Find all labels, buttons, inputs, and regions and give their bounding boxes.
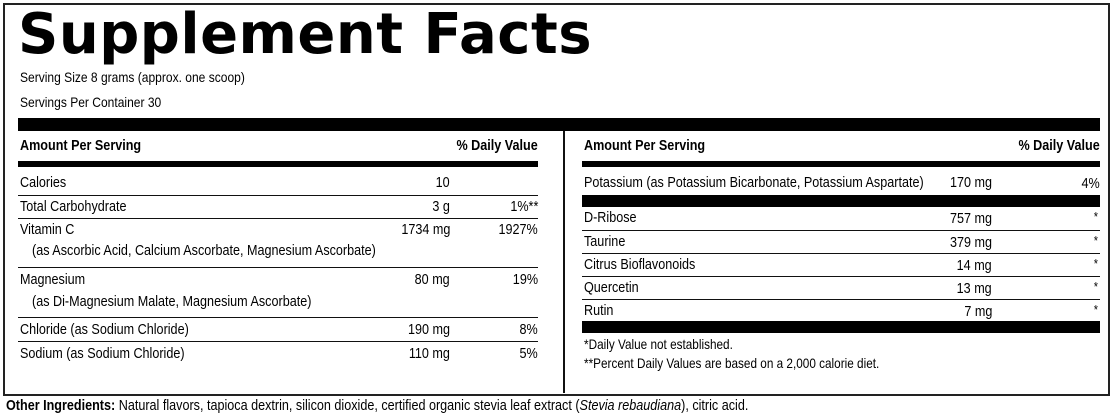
nutrient-row: Quercetin 13 mg * [582,276,1100,299]
thick-rule-header [18,161,538,167]
thick-rule-mid [582,195,1100,207]
nutrient-daily-value: * [1093,302,1098,317]
nutrient-row: Calories 10 [18,172,538,194]
thick-rule-bottom [582,321,1100,333]
nutrient-daily-value: 4% [1081,175,1100,192]
nutrient-name: Calories [20,174,67,191]
other-ingredients: Other Ingredients: Natural flavors, tapi… [6,397,748,415]
nutrient-amount: 190 mg [407,321,450,338]
nutrient-row: Total Carbohydrate 3 g 1%** [18,195,538,218]
nutrient-amount: 80 mg [414,271,450,288]
footnote-percent-dv-basis: **Percent Daily Values are based on a 2,… [584,355,880,371]
nutrient-row: Chloride (as Sodium Chloride) 190 mg 8% [18,317,538,340]
thick-rule-top [18,118,1100,131]
nutrient-row: Vitamin C (as Ascorbic Acid, Calcium Asc… [18,218,538,265]
nutrient-amount: 14 mg [956,257,992,274]
nutrient-name: Vitamin C [20,221,75,238]
nutrient-source: (as Di-Magnesium Malate, Magnesium Ascor… [32,293,312,310]
nutrient-daily-value: 5% [519,345,538,362]
nutrient-name: Rutin [584,302,614,319]
nutrient-daily-value: * [1093,256,1098,271]
nutrient-name: Magnesium [20,271,86,288]
left-column: Amount Per Serving % Daily Value Calorie… [18,131,538,417]
other-ingredients-label: Other Ingredients: [6,397,116,414]
nutrient-daily-value: 1927% [498,221,538,238]
nutrient-amount: 379 mg [949,234,992,251]
other-ingredients-latin-name: Stevia rebaudiana [579,397,682,414]
nutrient-amount: 110 mg [408,345,450,362]
nutrient-name: Sodium (as Sodium Chloride) [20,345,185,362]
nutrient-source: (as Ascorbic Acid, Calcium Ascorbate, Ma… [32,242,376,259]
nutrient-daily-value: 1%** [509,198,538,215]
nutrient-name: Quercetin [584,279,639,296]
header-daily-value: % Daily Value [1018,137,1100,154]
nutrient-row: Magnesium (as Di-Magnesium Malate, Magne… [18,267,538,314]
nutrient-row: Rutin 7 mg * [582,299,1100,322]
nutrient-name: Taurine [584,233,626,250]
column-divider [563,131,565,393]
nutrient-row: Citrus Bioflavonoids 14 mg * [582,253,1100,276]
header-amount-per-serving: Amount Per Serving [584,137,706,154]
other-ingredients-text: Natural flavors, tapioca dextrin, silico… [115,397,580,414]
nutrient-amount: 1734 mg [400,221,450,238]
supplement-facts-panel [3,3,1110,396]
nutrient-name: Chloride (as Sodium Chloride) [20,321,189,338]
nutrient-row: Potassium (as Potassium Bicarbonate, Pot… [582,172,1100,194]
nutrient-daily-value: 19% [512,271,538,288]
nutrient-amount: 7 mg [963,303,992,320]
nutrient-amount: 3 g [432,198,450,215]
nutrient-row: Sodium (as Sodium Chloride) 110 mg 5% [18,341,538,364]
nutrient-daily-value: * [1093,209,1098,224]
serving-size: Serving Size 8 grams (approx. one scoop) [20,69,245,85]
nutrient-daily-value: * [1093,233,1098,248]
nutrient-amount: 757 mg [949,210,992,227]
footnote-dv-not-established: *Daily Value not established. [584,336,733,352]
nutrient-daily-value: * [1093,279,1098,294]
nutrient-name: D-Ribose [584,209,637,226]
nutrient-row: D-Ribose 757 mg * [582,207,1100,229]
nutrient-amount: 13 mg [956,280,992,297]
nutrient-name: Total Carbohydrate [20,198,127,215]
header-amount-per-serving: Amount Per Serving [20,137,142,154]
thick-rule-header [582,161,1100,167]
nutrient-name: Potassium (as Potassium Bicarbonate, Pot… [584,174,924,191]
servings-per-container: Servings Per Container 30 [20,94,162,110]
nutrient-name: Citrus Bioflavonoids [584,256,696,273]
other-ingredients-text-end: ), citric acid. [681,397,749,414]
panel-title: Supplement Facts [18,2,593,67]
nutrient-amount: 10 [435,174,450,191]
right-column: Amount Per Serving % Daily Value Potassi… [582,131,1100,417]
header-daily-value: % Daily Value [456,137,538,154]
nutrient-daily-value: 8% [519,321,538,338]
nutrient-amount: 170 mg [949,174,992,191]
nutrient-row: Taurine 379 mg * [582,230,1100,253]
